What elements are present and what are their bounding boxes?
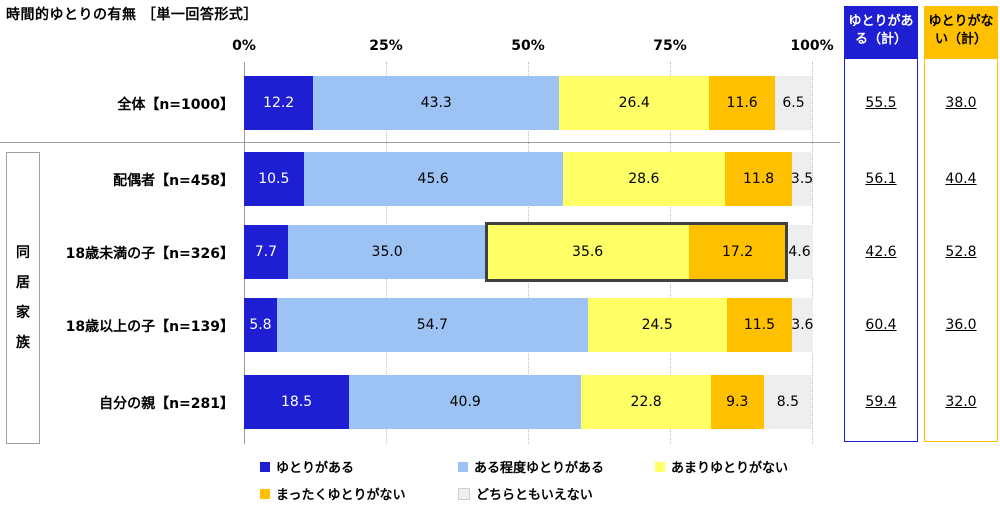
legend-swatch <box>260 461 270 472</box>
bar-value-label: 11.8 <box>743 171 775 187</box>
bar-segment: 45.6 <box>303 152 563 206</box>
bar-value-label: 12.2 <box>263 95 295 111</box>
bar-value-label: 40.9 <box>449 394 481 410</box>
bar-value-label: 8.5 <box>776 394 799 410</box>
bar-value-label: 28.6 <box>628 171 660 187</box>
legend-item: まったくゆとりがない <box>260 484 405 503</box>
summary-yes-value: 56.1 <box>865 171 897 187</box>
summary-yes-value: 42.6 <box>865 244 897 260</box>
bar-value-label: 4.6 <box>788 244 811 260</box>
bar-segment: 7.7 <box>244 225 288 279</box>
bar-segment: 11.5 <box>726 298 793 352</box>
bar-value-label: 35.0 <box>371 244 403 260</box>
legend-label: どちらともいえない <box>476 488 593 503</box>
legend-item: ゆとりがある <box>260 457 354 476</box>
summary-no-column: ゆとりがない（計） 38.0 40.4 52.8 36.0 32.0 <box>924 6 998 442</box>
bar-value-label: 43.3 <box>420 95 452 111</box>
group-label-char: 居 <box>16 275 30 291</box>
x-tick-label: 0% <box>232 38 256 54</box>
bar-value-label: 45.6 <box>417 171 449 187</box>
legend-label: ゆとりがある <box>276 461 355 476</box>
bar-value-label: 10.5 <box>258 171 290 187</box>
summary-no-value: 52.8 <box>945 244 977 260</box>
bar-segment: 8.5 <box>763 375 812 429</box>
group-label-char: 家 <box>16 305 30 321</box>
x-tick-label: 75% <box>653 38 687 54</box>
x-tick-label: 25% <box>369 38 403 54</box>
bar-segment: 9.3 <box>710 375 764 429</box>
legend-item: ある程度ゆとりがある <box>458 457 604 476</box>
summary-no-value: 32.0 <box>945 394 977 410</box>
bar-value-label: 54.7 <box>416 317 448 333</box>
bar-segment: 11.8 <box>725 152 793 206</box>
bar-segment: 4.6 <box>786 225 813 279</box>
group-label-box: 同 居 家 族 <box>6 152 40 444</box>
category-label: 全体【n=1000】 <box>117 97 234 113</box>
bar-segment: 28.6 <box>562 152 726 206</box>
summary-yes-column: ゆとりがある（計） 55.5 56.1 42.6 60.4 59.4 <box>844 6 918 442</box>
group-separator <box>0 142 840 143</box>
category-label: 18歳未満の子【n=326】 <box>65 246 234 262</box>
x-tick-label: 50% <box>511 38 545 54</box>
legend-swatch <box>458 461 468 472</box>
group-label-char: 同 <box>16 245 30 261</box>
bar-segment: 40.9 <box>349 375 582 429</box>
bar-value-label: 7.7 <box>254 244 277 260</box>
bar-value-label: 6.5 <box>782 95 805 111</box>
bar-segment: 22.8 <box>581 375 711 429</box>
bar-segment: 17.2 <box>688 225 787 279</box>
bar-value-label: 3.6 <box>791 317 814 333</box>
bar-segment: 10.5 <box>244 152 304 206</box>
bar-segment: 3.5 <box>790 152 814 206</box>
legend-label: あまりゆとりがない <box>671 461 789 476</box>
legend-swatch <box>458 487 470 500</box>
summary-yes-value: 55.5 <box>865 95 897 111</box>
legend-label: まったくゆとりがない <box>276 488 406 503</box>
bar-segment: 54.7 <box>276 298 588 352</box>
legend-swatch <box>655 461 665 472</box>
bar-segment: 35.6 <box>486 225 689 279</box>
bar-value-label: 3.5 <box>790 171 814 187</box>
bar-segment: 5.8 <box>244 298 277 352</box>
chart-title: 時間的ゆとりの有無 ［単一回答形式］ <box>6 7 258 23</box>
summary-no-value: 36.0 <box>945 317 977 333</box>
summary-yes-header: ゆとりがある（計） <box>845 7 917 59</box>
bar-segment: 43.3 <box>313 76 560 130</box>
legend-item: あまりゆとりがない <box>655 457 788 476</box>
highlight-box <box>484 222 789 282</box>
legend-label: ある程度ゆとりがある <box>474 461 605 476</box>
category-label: 自分の親【n=281】 <box>99 396 234 412</box>
bar-value-label: 11.6 <box>726 95 758 111</box>
x-tick-label: 100% <box>790 38 834 54</box>
bar-segment: 24.5 <box>587 298 727 352</box>
bar-value-label: 35.6 <box>572 244 604 260</box>
bar-segment: 11.6 <box>709 76 776 130</box>
summary-no-value: 40.4 <box>945 171 977 187</box>
legend-swatch <box>260 488 270 499</box>
bar-value-label: 9.3 <box>726 394 749 410</box>
bar-value-label: 24.5 <box>641 317 673 333</box>
group-label-char: 族 <box>16 335 30 351</box>
bar-value-label: 11.5 <box>743 317 776 333</box>
bar-value-label: 18.5 <box>280 394 313 410</box>
bar-segment: 18.5 <box>244 375 350 429</box>
bar-value-label: 5.8 <box>249 317 272 333</box>
bar-segment: 3.6 <box>791 298 814 352</box>
bar-segment: 26.4 <box>559 76 710 130</box>
bar-value-label: 17.2 <box>721 244 754 260</box>
summary-no-value: 38.0 <box>945 95 977 111</box>
bar-value-label: 22.8 <box>630 394 662 410</box>
summary-yes-value: 60.4 <box>865 317 897 333</box>
summary-yes-value: 59.4 <box>865 394 897 410</box>
summary-no-header: ゆとりがない（計） <box>925 7 997 59</box>
category-label: 配偶者【n=458】 <box>113 173 234 189</box>
bar-segment: 6.5 <box>775 76 812 130</box>
category-label: 18歳以上の子【n=139】 <box>65 319 234 335</box>
bar-value-label: 26.4 <box>618 95 650 111</box>
legend-item: どちらともいえない <box>458 484 593 503</box>
bar-segment: 12.2 <box>244 76 314 130</box>
bar-segment: 35.0 <box>287 225 487 279</box>
